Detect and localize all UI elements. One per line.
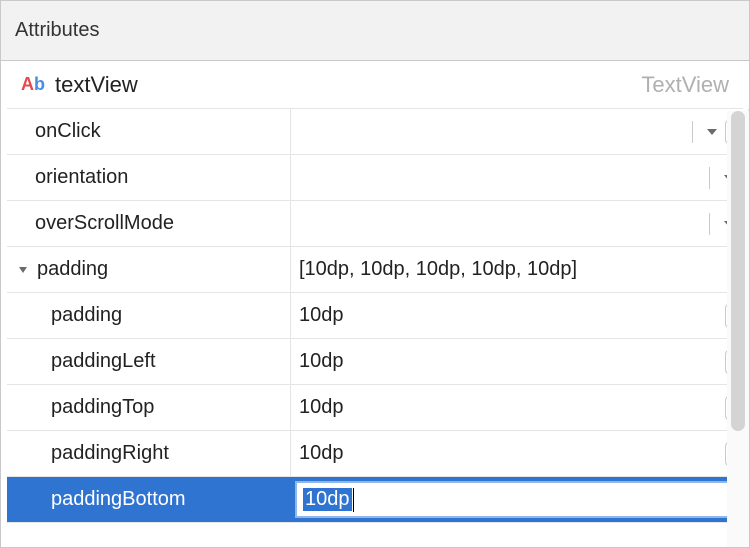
attr-value-cell[interactable] — [291, 109, 748, 154]
attr-label: onClick — [7, 109, 291, 154]
element-id-row[interactable]: Ab textView TextView — [7, 61, 743, 109]
divider — [692, 121, 693, 143]
attr-row-paddingleft[interactable]: paddingLeft 10dp — [7, 339, 748, 385]
attr-row-paddingbottom[interactable]: paddingBottom 10dp — [7, 477, 748, 523]
text-caret — [353, 488, 354, 512]
attr-value: 10dp — [299, 304, 344, 327]
attr-value-cell[interactable]: 10dp — [291, 339, 748, 384]
attr-value-cell[interactable]: 10dp — [291, 385, 748, 430]
attr-value: 10dp — [299, 396, 344, 419]
element-id: textView — [55, 72, 138, 98]
attr-label-text: padding — [37, 258, 108, 281]
attr-group-summary: [10dp, 10dp, 10dp, 10dp, 10dp] — [299, 258, 577, 281]
attr-value-cell: [10dp, 10dp, 10dp, 10dp, 10dp] — [291, 247, 748, 292]
attr-label: orientation — [7, 155, 291, 200]
attr-value-selected-text: 10dp — [303, 488, 352, 511]
scrollbar-track[interactable] — [727, 111, 749, 547]
expand-toggle-icon[interactable] — [17, 264, 33, 276]
attr-label: paddingTop — [7, 385, 291, 430]
attr-label: overScrollMode — [7, 201, 291, 246]
attr-value-input[interactable]: 10dp — [295, 481, 729, 518]
attr-value-cell[interactable]: 10dp — [291, 431, 748, 476]
attr-value: 10dp — [299, 350, 344, 373]
divider — [709, 213, 710, 235]
attr-value-cell[interactable] — [291, 155, 748, 200]
attr-label-group[interactable]: padding — [7, 247, 291, 292]
attr-label: paddingBottom — [7, 477, 291, 522]
chevron-down-icon[interactable] — [705, 125, 719, 139]
attr-row-onclick[interactable]: onClick — [7, 109, 748, 155]
attr-row-paddingtop[interactable]: paddingTop 10dp — [7, 385, 748, 431]
attr-row-overscrollmode[interactable]: overScrollMode — [7, 201, 748, 247]
element-type: TextView — [641, 72, 729, 98]
attr-value-cell[interactable]: 10dp — [291, 293, 748, 338]
attr-label: padding — [7, 293, 291, 338]
scrollbar-thumb[interactable] — [731, 111, 745, 431]
divider — [709, 167, 710, 189]
attr-row-padding-group[interactable]: padding [10dp, 10dp, 10dp, 10dp, 10dp] — [7, 247, 748, 293]
attr-label: paddingLeft — [7, 339, 291, 384]
attr-label: paddingRight — [7, 431, 291, 476]
panel-title: Attributes — [15, 19, 99, 42]
attr-value-cell[interactable] — [291, 201, 748, 246]
attr-row-paddingright[interactable]: paddingRight 10dp — [7, 431, 748, 477]
attributes-panel: Attributes Ab textView TextView onClick — [0, 0, 750, 548]
textview-icon: Ab — [21, 74, 45, 95]
attr-row-orientation[interactable]: orientation — [7, 155, 748, 201]
attributes-grid: onClick orientation — [7, 109, 749, 547]
panel-header: Attributes — [1, 1, 749, 61]
attr-value-cell[interactable]: 10dp — [291, 477, 748, 522]
attr-row-padding[interactable]: padding 10dp — [7, 293, 748, 339]
attr-value: 10dp — [299, 442, 344, 465]
